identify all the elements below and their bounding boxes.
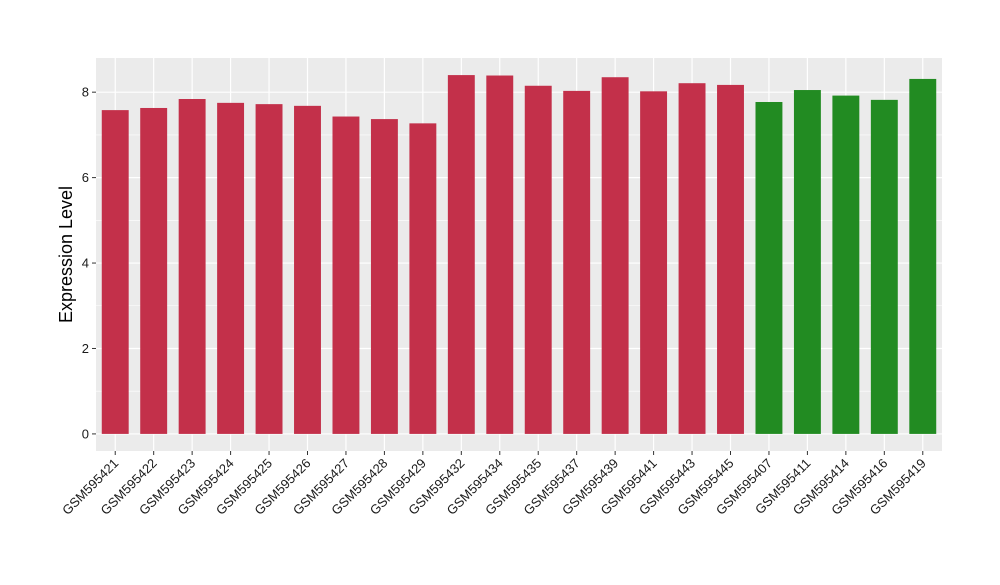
bars	[101, 75, 937, 434]
bar-GSM595428	[370, 119, 398, 434]
bar-GSM595425	[255, 104, 283, 434]
bar-GSM595439	[601, 77, 629, 434]
bar-GSM595421	[101, 110, 129, 434]
bar-GSM595437	[563, 90, 591, 434]
bar-GSM595429	[409, 123, 437, 434]
y-tick-label: 8	[82, 85, 89, 100]
bar-GSM595432	[447, 75, 475, 434]
y-tick-label: 6	[82, 170, 89, 185]
bar-GSM595419	[909, 78, 937, 434]
y-tick-label: 0	[82, 426, 89, 441]
bar-GSM595434	[486, 75, 514, 434]
bar-GSM595441	[640, 91, 668, 434]
bar-GSM595414	[832, 95, 860, 434]
bar-GSM595416	[870, 99, 898, 434]
bar-GSM595445	[717, 84, 744, 434]
y-axis: 0 2 4 6 8	[82, 85, 96, 441]
bar-GSM595443	[678, 83, 706, 434]
bar-GSM595426	[294, 105, 321, 434]
x-axis: GSM595421GSM595422GSM595423GSM595424GSM5…	[59, 451, 929, 518]
y-axis-label: Expression Level	[56, 186, 76, 323]
bar-GSM595423	[178, 99, 206, 434]
bar-GSM595435	[524, 85, 552, 434]
bar-GSM595422	[140, 107, 168, 434]
bar-GSM595411	[793, 90, 821, 434]
bar-GSM595424	[217, 102, 245, 434]
y-tick-label: 4	[82, 256, 89, 271]
bar-GSM595427	[332, 116, 360, 434]
y-tick-label: 2	[82, 341, 89, 356]
bar-GSM595407	[755, 101, 783, 434]
